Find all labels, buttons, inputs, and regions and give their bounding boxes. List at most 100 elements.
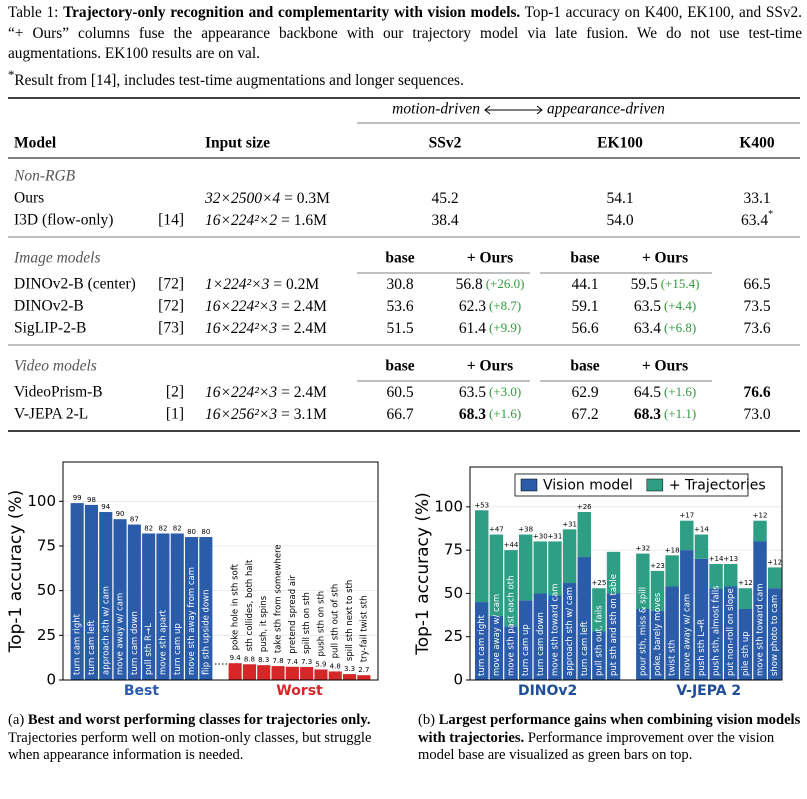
value-label: 9.4 — [230, 654, 242, 662]
param-count: = 2.4M — [281, 320, 327, 337]
cell: 62.9 — [571, 384, 598, 401]
cell-value: 68.3 — [459, 406, 486, 423]
cell-value: 33.1 — [743, 190, 770, 207]
model-name: V-JEPA 2-L — [14, 406, 88, 423]
bar-category-label: spill sth next to sth — [345, 580, 355, 661]
bar — [271, 666, 285, 680]
cell-value: 63.4 — [634, 320, 661, 337]
subcaption: (b) Largest performance gains when combi… — [418, 712, 802, 765]
input-size: 16×224²×3 = 2.4M — [205, 384, 327, 401]
input-dims: 16×224²×3 — [205, 384, 277, 401]
param-count: = 0.3M — [284, 190, 330, 207]
bar — [300, 666, 314, 680]
reference: [1] — [166, 406, 184, 423]
value-label: 80 — [201, 528, 210, 536]
input-dims: 16×224²×3 — [205, 320, 277, 337]
sub-header: base — [385, 250, 414, 267]
bar-gain — [518, 534, 533, 601]
cell-value: 73.5 — [743, 298, 770, 315]
column-header: K400 — [739, 135, 775, 152]
cell: 45.2 — [431, 190, 458, 207]
model-name: VideoPrism-B — [14, 384, 103, 401]
value-label: 82 — [158, 524, 167, 532]
bar-base — [518, 600, 533, 680]
bar-category-label: pull sth out of sth — [331, 584, 341, 659]
plot-frame — [62, 461, 379, 681]
cell-value: 53.6 — [386, 298, 413, 315]
column-header: Model — [14, 135, 57, 152]
bar — [142, 533, 156, 680]
value-label: 7.3 — [301, 658, 312, 666]
model-name: I3D (flow-only) — [14, 212, 113, 229]
cell: 73.6 — [743, 320, 770, 337]
model-name: DINOv2-B — [14, 298, 84, 315]
section-title: Image models — [13, 250, 101, 267]
bar-base — [680, 550, 694, 680]
reference: [14] — [158, 212, 184, 229]
input-size: 16×256²×3 = 3.1M — [205, 406, 327, 423]
legend-label: + Trajectories — [669, 478, 766, 494]
bar-base — [577, 557, 591, 680]
cell-value: 59.1 — [571, 298, 598, 315]
value-label: 82 — [144, 524, 153, 532]
bar-category-label: move away w/ cam — [116, 593, 126, 675]
bar-base — [489, 615, 504, 680]
bar-category-label: try-fail twist sth — [359, 596, 369, 663]
value-label: 7.8 — [272, 657, 283, 665]
y-tick-label: 100 — [434, 497, 463, 515]
bar — [328, 671, 342, 680]
value-label: +32 — [635, 545, 650, 553]
bar-base — [724, 586, 738, 680]
value-label: +47 — [489, 526, 504, 534]
bar-category-label: move sth toward cam — [756, 583, 766, 676]
y-tick-label: 25 — [37, 626, 56, 644]
cell-value: 60.5 — [386, 384, 413, 401]
value-label: +25 — [592, 579, 607, 587]
value-label: +23 — [650, 562, 665, 570]
bar-gain — [533, 541, 548, 594]
bar — [228, 663, 242, 680]
cell-gain: (+26.0) — [486, 276, 525, 291]
cell: 63.4* — [741, 209, 773, 228]
bar-category-label: turn cam right — [477, 614, 487, 676]
bar-base — [767, 588, 782, 680]
bar-base — [533, 593, 548, 680]
group-label: Worst — [276, 683, 323, 699]
group-label: DINOv2 — [518, 683, 577, 699]
value-label: +31 — [562, 520, 577, 528]
value-label: +53 — [474, 501, 489, 509]
y-axis-label: Top-1 accuracy (%) — [413, 492, 433, 656]
cell: 66.7 — [386, 406, 413, 423]
param-count: = 1.6M — [281, 212, 327, 229]
bar-category-label: pretend spread air — [288, 575, 298, 654]
footnote: *Result from [14], includes test-time au… — [8, 65, 802, 92]
legend-box — [514, 473, 749, 497]
cell-gain: (+1.6) — [664, 384, 696, 399]
input-size: 16×224²×3 = 2.4M — [205, 320, 327, 337]
cell-value: 66.5 — [743, 276, 770, 293]
bar-base — [592, 631, 606, 680]
cell-value: 56.8 — [456, 276, 483, 293]
bar-gain — [709, 563, 723, 589]
param-count: = 2.4M — [281, 384, 327, 401]
bar — [257, 665, 271, 680]
cell-value: 44.1 — [571, 276, 598, 293]
cell-value: 64.5 — [634, 384, 661, 401]
bar-gain — [724, 563, 738, 587]
value-label: 7.4 — [287, 658, 299, 666]
cell-value: 59.5 — [631, 276, 658, 293]
bar — [127, 524, 141, 680]
bar-gain — [562, 529, 577, 584]
bar-category-label: approach sth w/ cam — [101, 586, 111, 675]
section-title: Non-RGB — [13, 168, 76, 185]
bar-category-label: turn cam up — [521, 624, 531, 676]
value-label: 94 — [101, 503, 110, 511]
bar — [285, 666, 299, 680]
cell-value: 76.6 — [743, 384, 770, 401]
y-tick-label: 75 — [37, 536, 56, 554]
value-label: +30 — [533, 532, 548, 540]
value-label: 90 — [116, 510, 125, 518]
value-label: 99 — [73, 494, 82, 502]
